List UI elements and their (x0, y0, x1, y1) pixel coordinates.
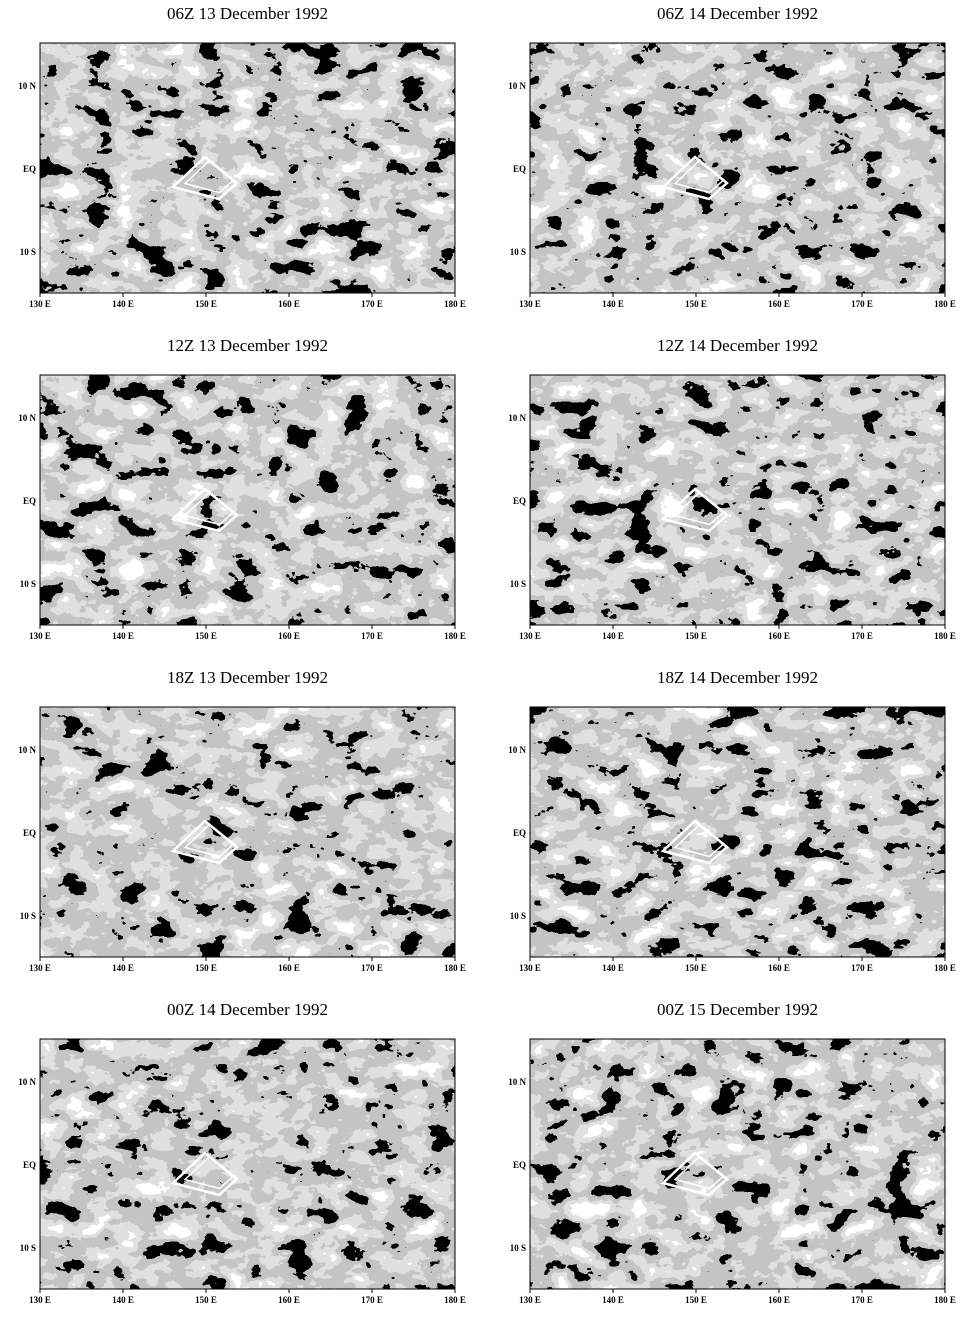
cloud-texture (40, 1039, 455, 1289)
x-label: 160 E (768, 1295, 790, 1305)
x-label: 150 E (195, 631, 217, 641)
y-label: EQ (23, 496, 36, 506)
y-label: 10 S (20, 911, 36, 921)
y-label: 10 N (18, 413, 36, 423)
x-label: 140 E (112, 299, 134, 309)
x-label: 140 E (112, 1295, 134, 1305)
y-label: 10 N (508, 413, 526, 423)
x-label: 130 E (519, 1295, 541, 1305)
x-label: 180 E (444, 299, 466, 309)
cloud-texture (530, 1039, 945, 1289)
panel-title: 06Z 14 December 1992 (657, 4, 818, 23)
x-label: 150 E (195, 299, 217, 309)
x-label: 140 E (602, 299, 624, 309)
y-label: 10 N (18, 745, 36, 755)
cloud-texture (530, 375, 945, 625)
x-label: 140 E (112, 963, 134, 973)
x-label: 180 E (444, 1295, 466, 1305)
x-label: 160 E (278, 299, 300, 309)
x-label: 160 E (768, 963, 790, 973)
cloud-texture (530, 43, 945, 293)
cloud-texture (530, 707, 945, 957)
x-label: 180 E (934, 299, 956, 309)
y-label: 10 N (508, 745, 526, 755)
y-label: 10 S (20, 1243, 36, 1253)
x-label: 170 E (361, 1295, 383, 1305)
x-label: 130 E (29, 299, 51, 309)
x-label: 140 E (602, 963, 624, 973)
y-label: 10 S (510, 247, 526, 257)
x-label: 130 E (519, 963, 541, 973)
y-label: EQ (23, 164, 36, 174)
x-label: 140 E (112, 631, 134, 641)
x-label: 150 E (685, 1295, 707, 1305)
panel-title: 00Z 15 December 1992 (657, 1000, 818, 1019)
panel-title: 12Z 13 December 1992 (167, 336, 328, 355)
cloud-texture (40, 707, 455, 957)
x-label: 130 E (29, 963, 51, 973)
x-label: 160 E (278, 963, 300, 973)
x-label: 130 E (29, 631, 51, 641)
x-label: 170 E (851, 631, 873, 641)
x-label: 160 E (768, 299, 790, 309)
x-label: 150 E (685, 299, 707, 309)
y-label: EQ (513, 828, 526, 838)
panel-title: 18Z 13 December 1992 (167, 668, 328, 687)
y-label: 10 N (18, 1077, 36, 1087)
x-label: 180 E (934, 631, 956, 641)
x-label: 160 E (278, 631, 300, 641)
y-label: 10 S (510, 1243, 526, 1253)
x-label: 150 E (685, 631, 707, 641)
x-label: 130 E (519, 631, 541, 641)
y-label: 10 N (508, 1077, 526, 1087)
x-label: 170 E (851, 299, 873, 309)
y-label: 10 S (20, 579, 36, 589)
y-label: EQ (513, 164, 526, 174)
cloud-texture (40, 375, 455, 625)
panel-title: 06Z 13 December 1992 (167, 4, 328, 23)
panel-title: 00Z 14 December 1992 (167, 1000, 328, 1019)
cloud-texture (40, 43, 455, 293)
y-label: 10 S (20, 247, 36, 257)
x-label: 170 E (851, 963, 873, 973)
x-label: 150 E (195, 1295, 217, 1305)
page: {"panels": [ {"title": "06Z 13 December … (0, 0, 961, 1317)
x-label: 170 E (851, 1295, 873, 1305)
panel-title: 12Z 14 December 1992 (657, 336, 818, 355)
y-label: EQ (23, 1160, 36, 1170)
x-label: 180 E (444, 631, 466, 641)
x-label: 150 E (685, 963, 707, 973)
x-label: 130 E (29, 1295, 51, 1305)
x-label: 180 E (934, 1295, 956, 1305)
y-label: 10 S (510, 911, 526, 921)
x-label: 130 E (519, 299, 541, 309)
y-label: EQ (513, 1160, 526, 1170)
x-label: 170 E (361, 299, 383, 309)
x-label: 170 E (361, 963, 383, 973)
x-label: 140 E (602, 1295, 624, 1305)
x-label: 140 E (602, 631, 624, 641)
y-label: 10 N (508, 81, 526, 91)
y-label: 10 N (18, 81, 36, 91)
y-label: EQ (23, 828, 36, 838)
figure: 06Z 13 December 1992 10 N EQ 10 S 130 E 140 E… (0, 0, 961, 1317)
y-label: EQ (513, 496, 526, 506)
x-label: 150 E (195, 963, 217, 973)
panel-title: 18Z 14 December 1992 (657, 668, 818, 687)
x-label: 160 E (278, 1295, 300, 1305)
x-label: 170 E (361, 631, 383, 641)
x-label: 160 E (768, 631, 790, 641)
x-label: 180 E (444, 963, 466, 973)
y-label: 10 S (510, 579, 526, 589)
x-label: 180 E (934, 963, 956, 973)
